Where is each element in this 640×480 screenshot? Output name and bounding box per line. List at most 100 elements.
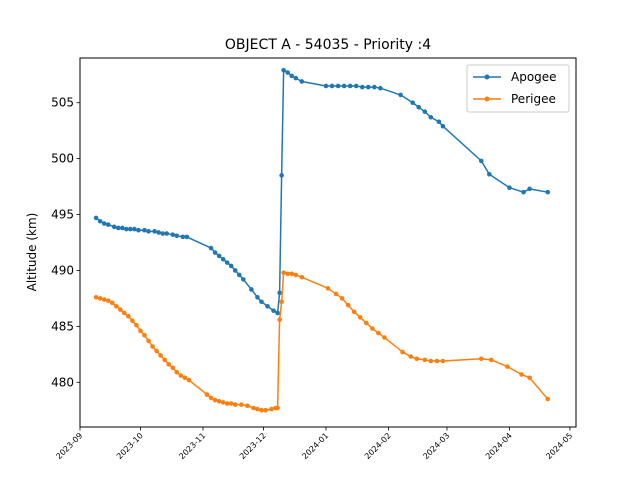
perigee-point <box>408 354 413 359</box>
y-axis-label: Altitude (km) <box>25 213 39 292</box>
perigee-point <box>269 406 274 412</box>
apogee-point <box>164 231 169 236</box>
apogee-point <box>416 104 422 110</box>
apogee-point <box>93 215 99 221</box>
apogee-point <box>255 294 260 300</box>
apogee-point <box>279 173 284 178</box>
perigee-point <box>434 358 440 364</box>
legend-item-perigee: Perigee <box>473 92 556 106</box>
perigee-point <box>376 330 381 336</box>
x-tick-label: 2023-11 <box>177 431 207 461</box>
apogee-point <box>124 226 129 232</box>
perigee-point <box>259 407 264 413</box>
apogee-point <box>174 233 180 239</box>
apogee-point <box>353 83 359 89</box>
perigee-point <box>208 395 214 401</box>
apogee-point <box>142 227 147 233</box>
apogee-point <box>275 310 280 316</box>
legend: Apogee Perigee <box>466 64 570 113</box>
perigee-point <box>364 320 369 326</box>
perigee-point <box>93 294 99 300</box>
perigee-point <box>118 307 123 312</box>
apogee-point <box>228 263 234 269</box>
apogee-point <box>101 221 107 226</box>
x-axis: 2023-09 2023-10 2023-11 2023-12 2024-01 2024-… <box>54 427 574 461</box>
apogee-point <box>128 226 133 232</box>
perigee-point <box>275 405 280 411</box>
apogee-point <box>398 92 403 98</box>
perigee-point <box>289 271 295 277</box>
perigee-point <box>527 375 532 381</box>
apogee-point <box>265 303 270 309</box>
series-perigee <box>93 270 551 413</box>
perigee-point <box>325 286 331 291</box>
perigee-point <box>224 401 230 406</box>
y-tick-label: 495 <box>51 208 74 222</box>
legend-marker-apogee <box>484 74 490 80</box>
apogee-point <box>160 231 165 236</box>
x-tick-label: 2024-05 <box>544 431 574 461</box>
legend-label-apogee: Apogee <box>511 70 557 84</box>
series-apogee <box>93 68 551 316</box>
perigee-point <box>220 400 226 405</box>
x-tick-label: 2024-04 <box>484 431 514 461</box>
apogee-point <box>146 229 151 234</box>
perigee-point <box>293 272 299 278</box>
perigee-point <box>299 274 305 280</box>
y-tick-label: 490 <box>51 263 74 277</box>
perigee-point <box>345 302 351 308</box>
y-axis: 480 485 490 495 500 505 <box>51 96 80 389</box>
perigee-point <box>182 375 188 381</box>
apogee-point <box>241 277 246 282</box>
apogee-point <box>152 229 157 234</box>
perigee-point <box>142 333 147 338</box>
perigee-point <box>174 369 180 375</box>
apogee-point <box>347 83 353 89</box>
perigee-point <box>113 303 119 309</box>
apogee-point <box>335 83 341 89</box>
apogee-point <box>136 227 141 233</box>
perigee-point <box>134 322 139 328</box>
apogee-point <box>180 234 186 240</box>
perigee-point <box>519 372 524 377</box>
perigee-point <box>339 296 345 301</box>
x-tick-label: 2023-12 <box>238 431 268 461</box>
perigee-point <box>245 403 250 409</box>
apogee-point <box>378 85 383 91</box>
x-tick-label: 2023-10 <box>115 431 145 461</box>
perigee-point <box>150 344 155 349</box>
perigee-point <box>216 398 222 404</box>
apogee-point <box>487 171 492 177</box>
apogee-point <box>216 253 222 259</box>
x-tick-label: 2024-03 <box>421 431 451 461</box>
apogee-point <box>281 68 286 73</box>
perigee-point <box>166 362 172 367</box>
apogee-point <box>422 109 428 114</box>
perigee-point <box>146 338 151 344</box>
perigee-point <box>351 309 357 315</box>
perigee-point <box>285 271 290 277</box>
perigee-point <box>232 402 238 407</box>
perigee-point <box>505 364 510 369</box>
apogee-point <box>372 84 377 90</box>
perigee-point <box>428 358 434 364</box>
legend-label-perigee: Perigee <box>511 92 556 106</box>
apogee-point <box>111 224 117 230</box>
apogee-point <box>428 114 434 120</box>
apogee-point <box>116 225 121 231</box>
apogee-point <box>478 158 484 164</box>
apogee-point <box>220 256 226 262</box>
apogee-point <box>545 189 551 195</box>
apogee-point <box>521 189 526 195</box>
perigee-point <box>370 326 375 331</box>
perigee-point <box>228 401 234 406</box>
perigee-point <box>263 407 268 413</box>
perigee-point <box>126 314 131 319</box>
legend-marker-perigee <box>484 96 490 102</box>
x-tick-label: 2024-01 <box>300 431 330 461</box>
perigee-point <box>251 405 256 411</box>
perigee-point <box>130 318 135 324</box>
perigee-point <box>178 373 184 378</box>
apogee-point <box>299 79 305 84</box>
perigee-point <box>162 357 167 363</box>
